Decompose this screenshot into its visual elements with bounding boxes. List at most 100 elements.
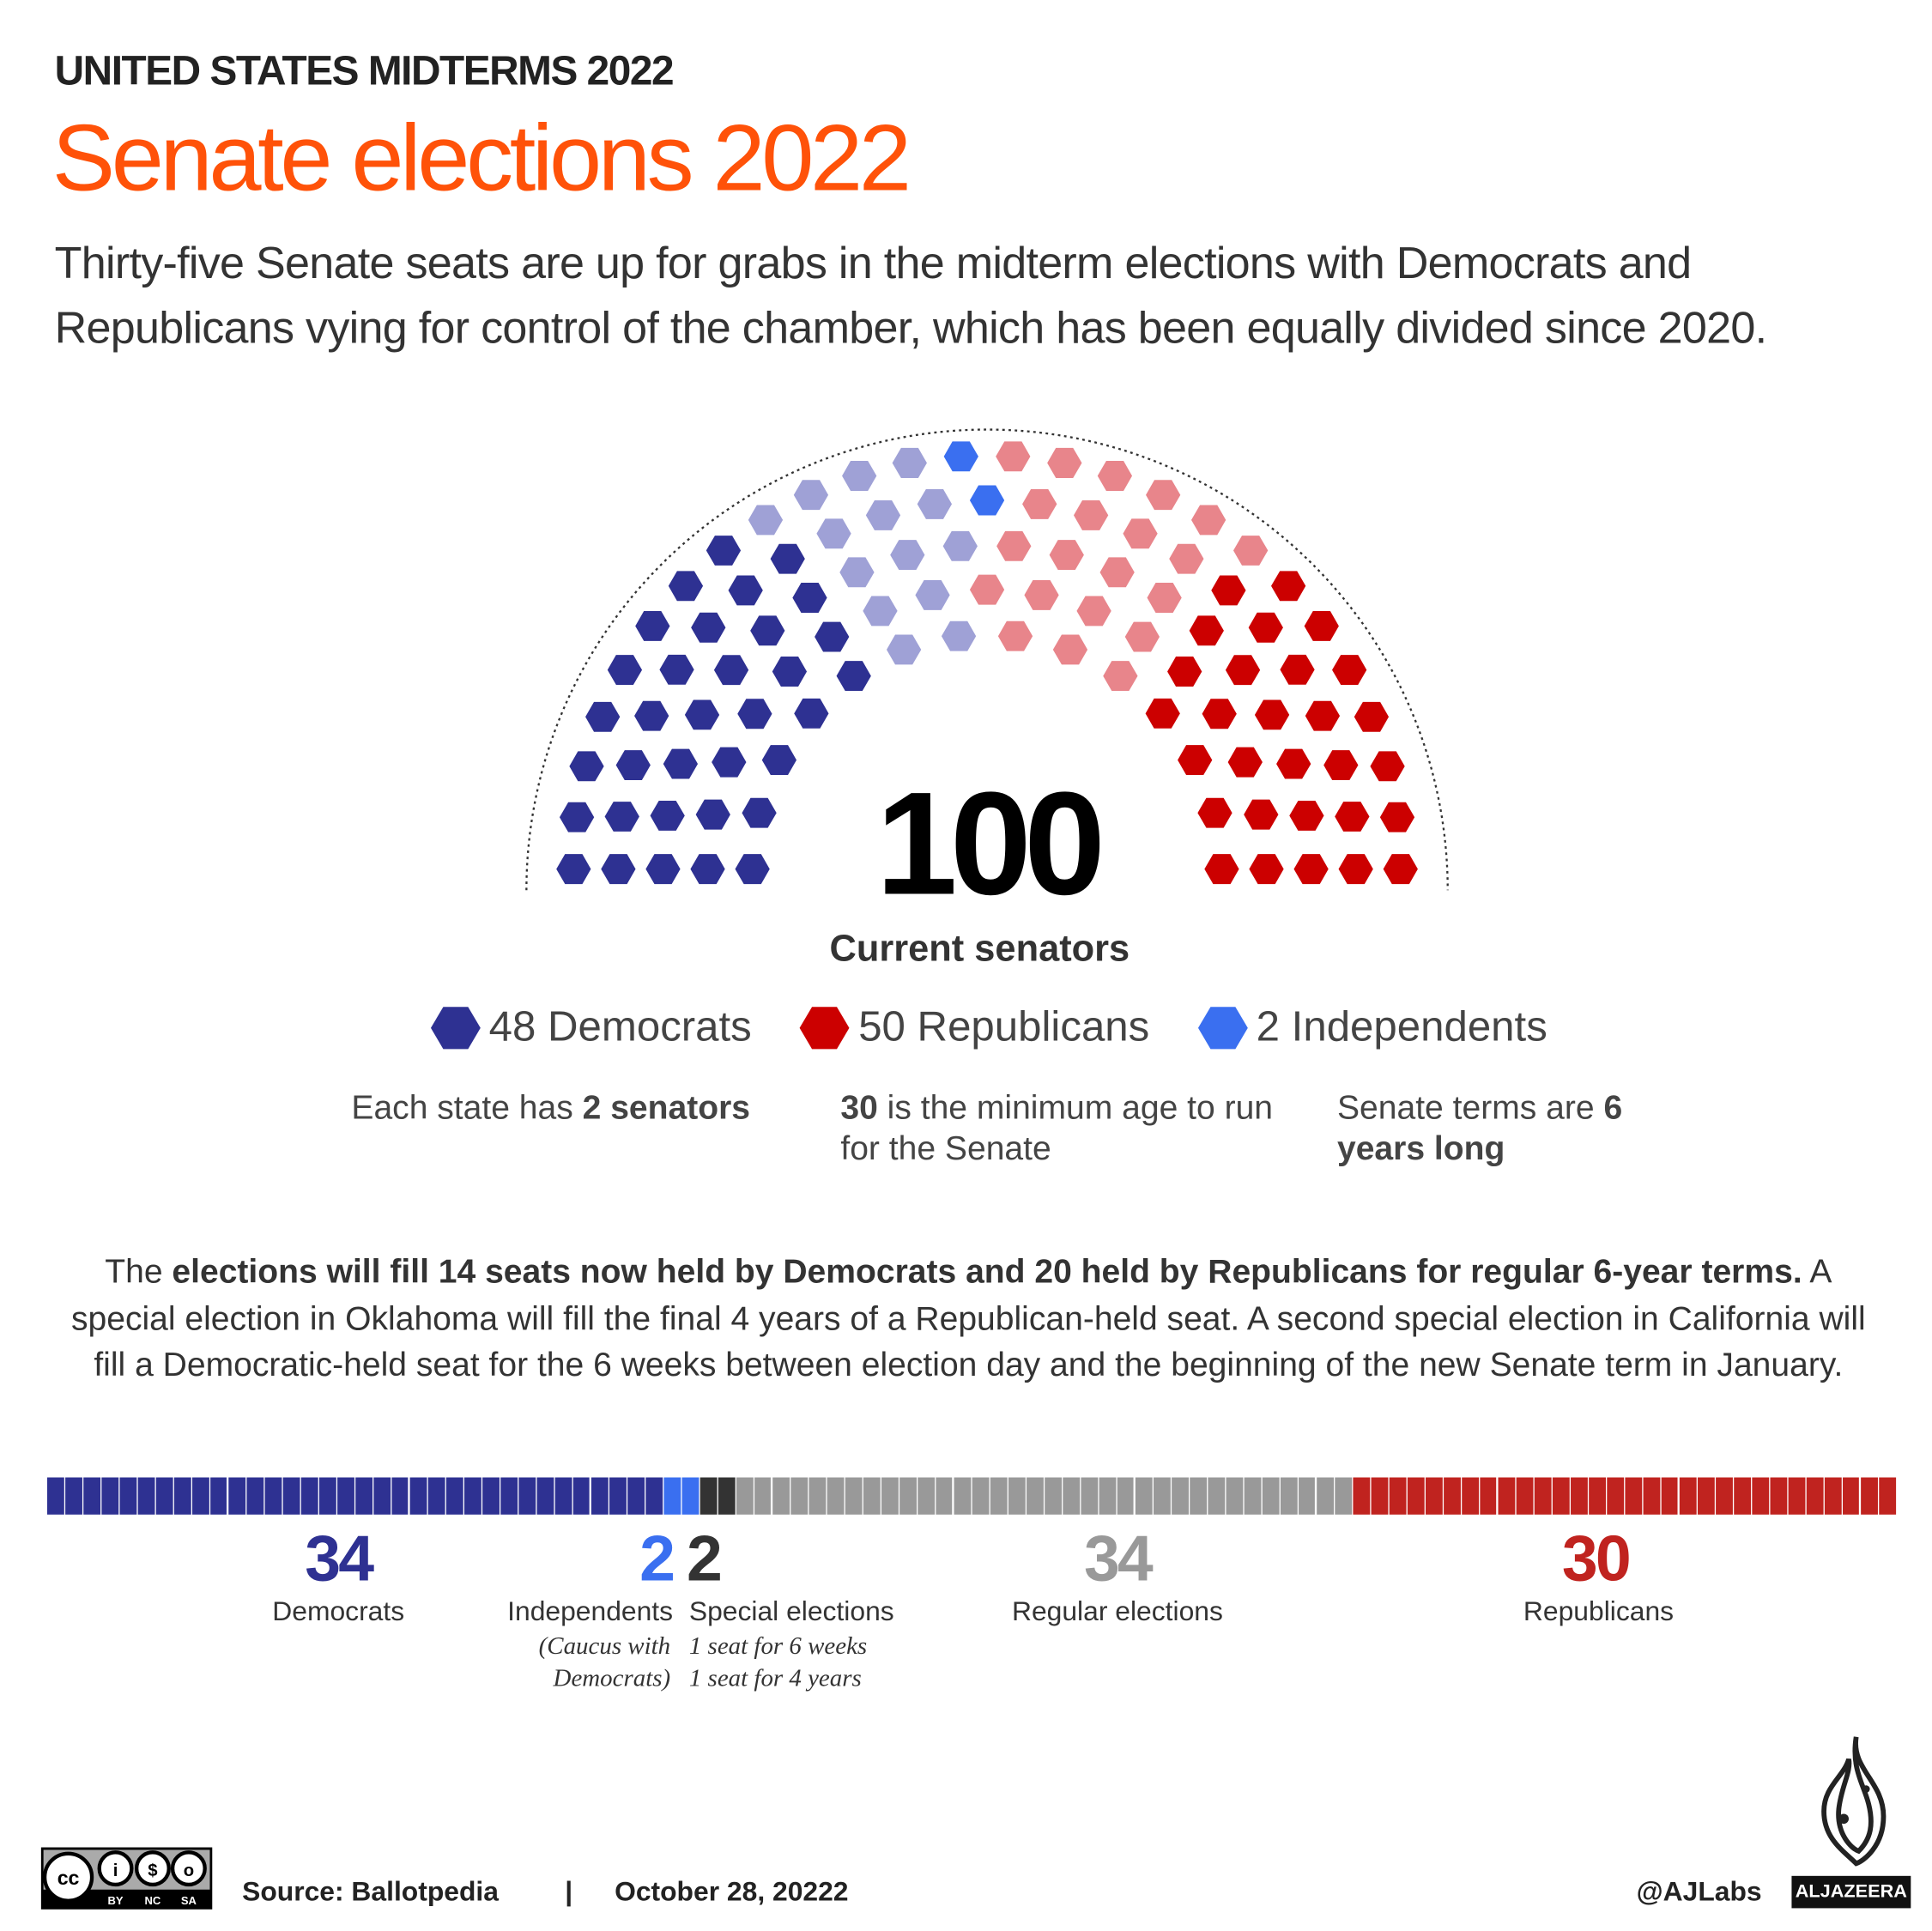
bar-segment-regular-elections <box>990 1477 1008 1515</box>
intro-text: Thirty-five Senate seats are up for grab… <box>54 237 1767 353</box>
bar-segment-democrats <box>246 1477 264 1515</box>
bar-segment-democrats <box>627 1477 645 1515</box>
bar-segment-republicans <box>1516 1477 1534 1515</box>
seat-republican-not-up <box>1253 699 1291 731</box>
bar-segment-democrats <box>536 1477 554 1515</box>
seat-republican-not-up <box>1242 798 1281 832</box>
value-regular-elections: 34 <box>1083 1522 1154 1595</box>
seat-republican-not-up <box>1200 697 1239 730</box>
legend-label: 2 Independents <box>1256 1002 1547 1050</box>
svg-text:NC: NC <box>145 1894 161 1907</box>
bar-segment-regular-elections <box>1244 1477 1262 1515</box>
svg-text:i: i <box>113 1861 118 1880</box>
bar-segment-republicans <box>1734 1477 1752 1515</box>
bar-segment-democrats <box>572 1477 590 1515</box>
seat-republican-not-up <box>1322 748 1360 782</box>
seat-republican-up <box>1047 538 1086 572</box>
seat-republican-not-up <box>1278 653 1317 687</box>
seat-democrat-up <box>792 478 830 512</box>
bar-segment-regular-elections <box>1154 1477 1171 1515</box>
seat-democrat-not-up <box>662 748 700 780</box>
seat-republican-up <box>1167 542 1206 576</box>
elections-description: The elections will fill 14 seats now hel… <box>70 1252 1866 1383</box>
bar-segment-republicans <box>1770 1477 1788 1515</box>
fact-term-length: Senate terms are 6 years long <box>1336 1088 1623 1167</box>
label-independents: Independents <box>507 1595 674 1627</box>
bar-segment-republicans <box>1661 1477 1678 1515</box>
seat-democrat-not-up <box>740 796 778 830</box>
seat-republican-not-up <box>1269 569 1307 602</box>
seat-breakdown-bar <box>46 1477 1897 1515</box>
bar-segment-special-elections <box>700 1477 718 1515</box>
seat-democrat-up <box>916 487 954 521</box>
seat-democrat-up <box>861 595 899 627</box>
aljazeera-wordmark: ALJAZEERA <box>1791 1875 1911 1909</box>
seat-democrat-not-up <box>712 653 750 687</box>
bar-segment-regular-elections <box>1081 1477 1099 1515</box>
bar-segment-democrats <box>101 1477 119 1515</box>
seat-democrat-up <box>885 633 923 666</box>
bar-segment-democrats <box>300 1477 318 1515</box>
seat-democrat-not-up <box>657 653 696 687</box>
bar-segment-democrats <box>173 1477 191 1515</box>
seat-democrat-not-up <box>760 743 798 777</box>
publish-date: October 28, 20222 <box>615 1875 849 1907</box>
bar-segment-republicans <box>1643 1477 1661 1515</box>
bar-segment-democrats <box>210 1477 227 1515</box>
hexagon-icon <box>800 1006 851 1049</box>
bar-segment-democrats <box>518 1477 536 1515</box>
bar-segment-republicans <box>1371 1477 1389 1515</box>
bar-segment-democrats <box>65 1477 82 1515</box>
chamber-outline <box>525 428 1449 891</box>
seat-democrat-up <box>838 555 876 589</box>
seat-republican-up <box>1051 633 1089 666</box>
label-republicans: Republicans <box>1523 1595 1675 1627</box>
hexagon-icon <box>1197 1006 1248 1049</box>
seat-republican-not-up <box>1336 852 1375 886</box>
aljazeera-logo-icon <box>1821 1736 1887 1867</box>
seat-democrat-up <box>940 620 978 653</box>
bar-segment-democrats <box>591 1477 609 1515</box>
bar-segment-democrats <box>318 1477 336 1515</box>
seat-republican-not-up <box>1292 852 1330 886</box>
bar-segment-regular-elections <box>1226 1477 1244 1515</box>
seat-republican-not-up <box>1304 699 1341 733</box>
bar-segment-democrats <box>554 1477 572 1515</box>
bar-segment-regular-elections <box>881 1477 899 1515</box>
seat-democrat-not-up <box>689 611 728 645</box>
seat-democrat-not-up <box>614 748 652 782</box>
legend-democrats: 48 Democrats <box>429 1003 752 1051</box>
seat-republican-not-up <box>1176 743 1214 777</box>
seat-republican-not-up <box>1246 611 1285 645</box>
seat-republican-up <box>1072 499 1110 532</box>
bar-segment-special-elections <box>718 1477 736 1515</box>
bar-segment-regular-elections <box>1335 1477 1353 1515</box>
seat-democrat-up <box>890 446 929 480</box>
seat-democrat-up <box>840 459 879 493</box>
seat-democrat-not-up <box>554 852 593 886</box>
seat-democrat-not-up <box>736 697 774 730</box>
value-independents: 2 <box>639 1522 675 1595</box>
bar-segment-regular-elections <box>899 1477 917 1515</box>
bar-segment-regular-elections <box>790 1477 809 1515</box>
seat-republican-up <box>995 530 1033 563</box>
legend-label: 48 Democrats <box>488 1002 752 1050</box>
bar-segment-republicans <box>1552 1477 1570 1515</box>
seat-democrat-not-up <box>792 697 831 730</box>
bar-segment-regular-elections <box>918 1477 936 1515</box>
bar-segment-democrats <box>645 1477 663 1515</box>
fact-senators-per-state: Each state has 2 senators <box>351 1088 751 1127</box>
legend-label: 50 Republicans <box>858 1002 1150 1050</box>
legend: 48 Democrats 50 Republicans 2 Independen… <box>22 1003 1932 1051</box>
bar-segment-regular-elections <box>1280 1477 1298 1515</box>
bar-segment-republicans <box>1625 1477 1643 1515</box>
bar-segment-republicans <box>1697 1477 1715 1515</box>
seat-democrat-up <box>913 578 952 612</box>
seat-republican-up <box>996 620 1034 653</box>
seat-democrat-not-up <box>768 542 807 576</box>
bar-segment-republicans <box>1843 1477 1859 1515</box>
bar-segment-republicans <box>1389 1477 1407 1515</box>
seat-democrat-not-up <box>633 609 672 643</box>
note-special-elections: 1 seat for 6 weeks 1 seat for 4 years <box>688 1632 868 1692</box>
bar-segment-republicans <box>1679 1477 1697 1515</box>
